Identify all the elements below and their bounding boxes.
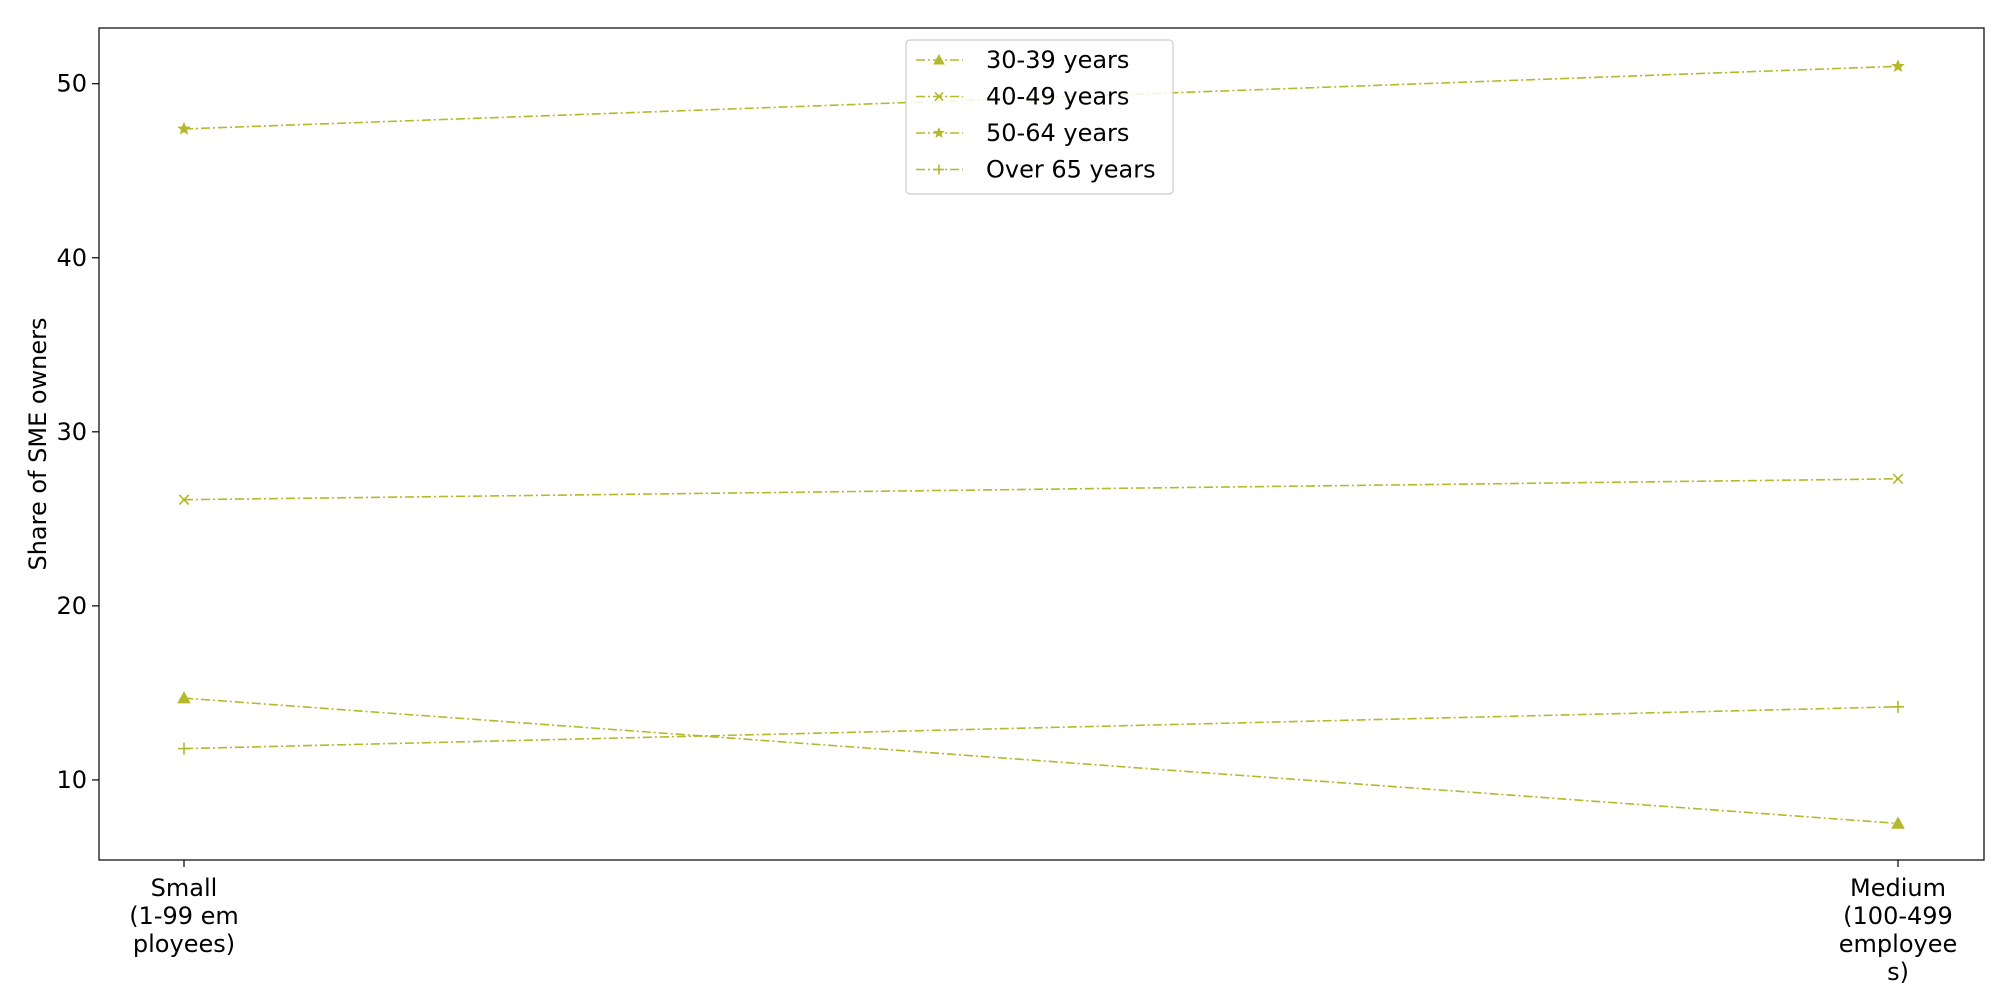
series-line-40-49-years [183,478,1899,501]
y-tick-label: 10 [56,766,87,794]
x-tick-label: Medium (100-499 employee s) [1839,874,1957,986]
data-point-over-65-years [178,742,190,755]
data-point-30-39-years [1891,816,1905,829]
data-point-over-65-years [1892,700,1904,713]
y-axis-title: Share of SME owners [24,317,52,570]
x-axis: Small (1-99 em ployees) Medium (100-499 emplo… [129,860,1957,986]
legend-marker-40-49-years [934,91,944,102]
y-tick-label: 20 [56,592,87,620]
data-point-40-49-years [1892,473,1904,485]
legend-label-40-49-years: 40-49 years [986,83,1129,111]
legend-marker-50-64-years [933,126,945,138]
legend-label-50-64-years: 50-64 years [986,119,1129,147]
x-tick-label: Small (1-99 em ployees) [129,874,239,958]
legend-marker-30-39-years [933,53,945,65]
series-line-30-39-years [183,697,1899,825]
y-axis: 10 20 30 40 50 [56,70,99,794]
data-point-40-49-years [178,494,190,506]
y-tick-label: 40 [56,244,87,272]
y-tick-label: 50 [56,70,87,98]
plot-area-frame [98,27,1985,861]
data-point-30-39-years [177,691,191,704]
y-tick-label: 30 [56,418,87,446]
legend-label-over-65-years: Over 65 years [986,156,1156,184]
legend-marker-over-65-years [934,164,944,175]
legend-label-30-39-years: 30-39 years [986,46,1129,74]
series-line-over-65-years [183,706,1899,750]
data-point-50-64-years [177,121,191,135]
legend-box [905,39,1174,195]
data-point-50-64-years [1891,59,1905,72]
legend: 30-39 years 40-49 years 50-64 years Over 65… [905,39,1174,195]
